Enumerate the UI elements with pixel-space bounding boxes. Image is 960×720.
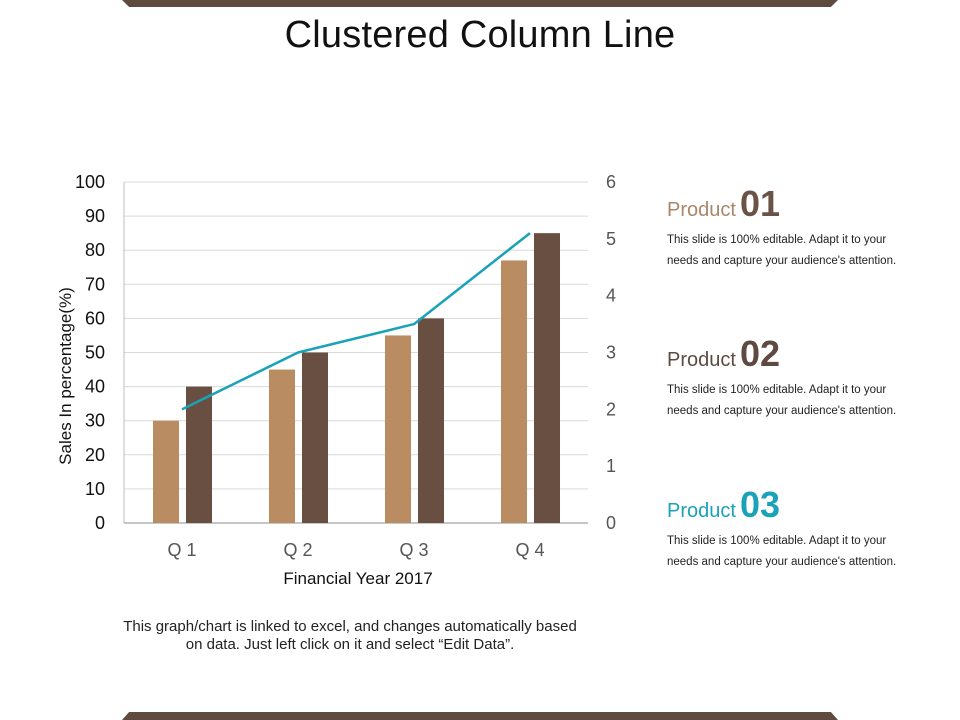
page-title: Clustered Column Line [284,14,676,56]
y-tick-label: 40 [85,377,105,397]
product-01-block: Product 01 This slide is 100% editable. A… [667,184,947,272]
product-01-description-line-1: This slide is 100% editable. Adapt it to… [667,234,887,246]
y-tick-label: 20 [85,445,105,465]
y-axis-label: Sales In percentage(%) [56,287,75,465]
y2-tick-label: 4 [606,286,616,306]
product-03-label: Product [667,500,736,522]
bar-series-1-4 [501,260,527,523]
product-03-description-line-1: This slide is 100% editable. Adapt it to… [667,535,887,547]
y-tick-label: 70 [85,274,105,294]
y2-tick-label: 1 [606,456,616,476]
product-01-description-line-2: needs and capture your audience's attent… [667,255,897,267]
product-01-number: 01 [739,183,780,224]
y-tick-label: 30 [85,411,105,431]
bar-series-1-2 [269,369,295,523]
y-tick-label: 50 [85,343,105,363]
product-01-heading: Product 01 [667,184,947,230]
x-tick-label: Q 2 [283,540,312,560]
product-02-block: Product 02 This slide is 100% editable. A… [667,334,947,422]
y-tick-label: 90 [85,206,105,226]
bottom-decor-bar [122,712,838,720]
product-03-description-line-2: needs and capture your audience's attent… [667,556,897,568]
product-03-number: 03 [739,484,780,525]
x-tick-label: Q 1 [167,540,196,560]
bar-series-2-3 [418,318,444,523]
y2-tick-label: 0 [606,513,616,533]
y-tick-label: 0 [95,513,105,533]
y-tick-label: 80 [85,240,105,260]
x-tick-label: Q 4 [515,540,544,560]
y2-tick-label: 5 [606,229,616,249]
y-tick-label: 100 [75,172,105,192]
y2-tick-label: 2 [606,399,616,419]
product-02-label: Product [667,349,736,371]
bar-series-2-1 [186,386,212,523]
product-02-description-line-1: This slide is 100% editable. Adapt it to… [667,384,887,396]
product-03-block: Product 03 This slide is 100% editable. A… [667,485,947,573]
product-02-heading: Product 02 [667,334,947,380]
y2-tick-label: 6 [606,172,616,192]
bar-series-2-4 [534,233,560,523]
product-01-label: Product [667,199,736,221]
product-02-description-line-2: needs and capture your audience's attent… [667,405,897,417]
line-series [181,232,531,411]
y-tick-label: 60 [85,308,105,328]
x-axis-label: Financial Year 2017 [283,569,432,588]
bar-series-1-3 [385,335,411,523]
chart-caption: This graph/chart is linked to excel, and… [123,618,577,653]
x-tick-label: Q 3 [399,540,428,560]
bar-series-2-2 [302,352,328,523]
top-decor-bar [122,0,838,7]
product-02-number: 02 [739,333,780,374]
y-tick-label: 10 [85,479,105,499]
y2-tick-label: 3 [606,343,616,363]
product-03-heading: Product 03 [667,485,947,531]
bar-series-1-1 [153,420,179,523]
